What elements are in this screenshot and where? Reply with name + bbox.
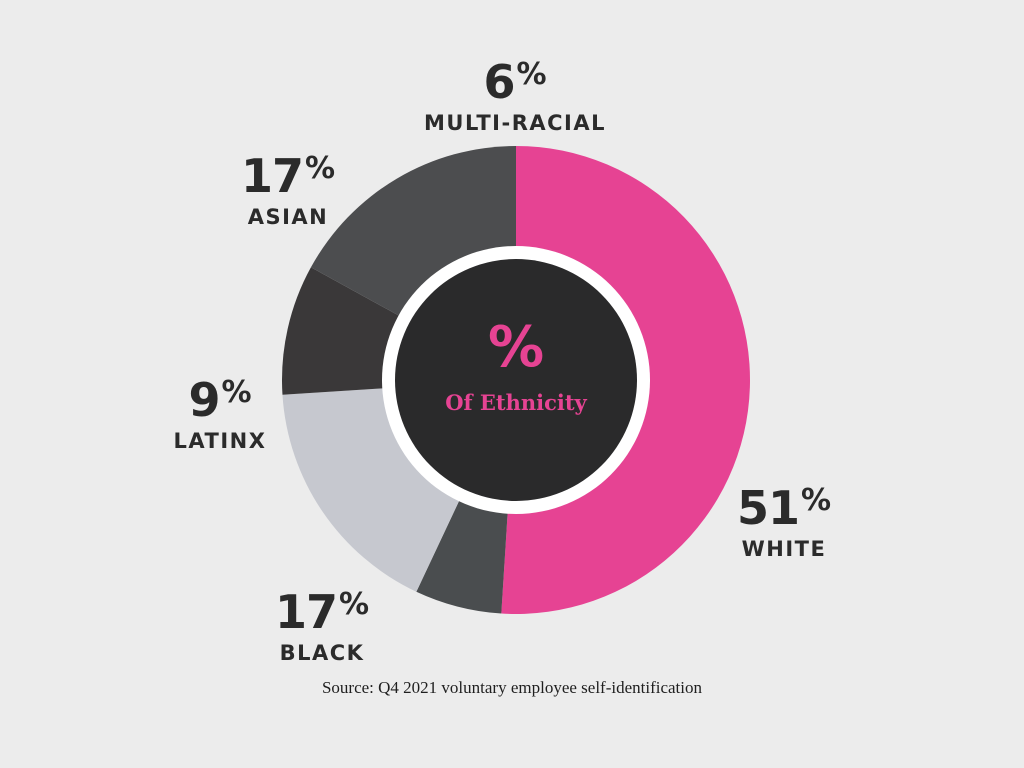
value-label-black: 17% (274, 585, 370, 639)
category-label-asian: ASIAN (247, 205, 329, 229)
slice-label-white: 51% WHITE (724, 478, 844, 561)
center-label: Of Ethnicity (445, 390, 587, 415)
value-label-asian: 17% (240, 149, 336, 203)
value-label-latinx: 9% (188, 373, 252, 427)
value-label-multi-racial: 6% (483, 55, 547, 109)
center-disc (395, 259, 637, 501)
slice-label-latinx: 9% LATINX (160, 370, 280, 453)
slice-label-asian: 17% ASIAN (228, 146, 348, 229)
slice-label-multi-racial: 6% MULTI-RACIAL (415, 52, 615, 135)
category-label-white: WHITE (741, 537, 827, 561)
category-label-black: BLACK (279, 641, 365, 665)
category-label-latinx: LATINX (173, 429, 267, 453)
value-label-white: 51% (736, 481, 832, 535)
category-label-multi-racial: MULTI-RACIAL (424, 111, 606, 135)
slice-label-black: 17% BLACK (262, 582, 382, 665)
center-percent-symbol: % (487, 315, 545, 380)
source-note: Source: Q4 2021 voluntary employee self-… (321, 678, 703, 697)
